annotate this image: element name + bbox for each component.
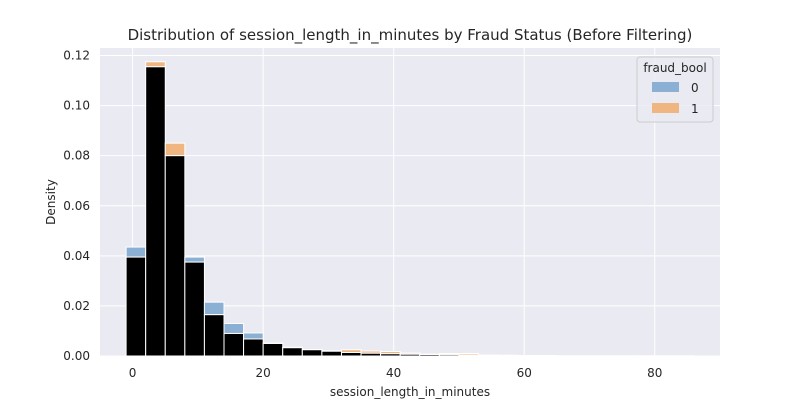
bar-overlap	[204, 315, 224, 356]
x-tick-label: 40	[386, 366, 401, 380]
bar-overlap	[302, 350, 322, 356]
bar-fraud-0	[204, 302, 224, 315]
y-tick-label: 0.10	[63, 99, 90, 113]
bar-overlap	[224, 333, 244, 356]
bar-overlap	[361, 353, 381, 356]
bar-overlap	[479, 355, 499, 356]
x-tick-label: 0	[129, 366, 137, 380]
legend: fraud_bool 0 1	[637, 57, 713, 122]
bar-fraud-0	[185, 257, 205, 262]
bar-overlap	[283, 348, 303, 356]
y-tick-label: 0.06	[63, 199, 90, 213]
bar-overlap	[165, 156, 185, 356]
bar-overlap	[263, 343, 283, 356]
y-axis-label: Density	[44, 179, 58, 225]
x-axis-ticks: 0 20 40 60 80	[129, 366, 663, 380]
y-tick-label: 0.02	[63, 299, 90, 313]
bar-overlap	[244, 339, 264, 356]
bar-overlap	[341, 352, 361, 356]
bar-fraud-1	[165, 143, 185, 156]
y-tick-label: 0.00	[63, 349, 90, 363]
bar-overlap	[439, 355, 459, 356]
bar-fraud-1	[146, 62, 166, 67]
y-tick-label: 0.12	[63, 49, 90, 63]
legend-label-1: 1	[691, 102, 699, 116]
bar-overlap	[498, 355, 518, 356]
bar-fraud-0	[224, 323, 244, 333]
bar-overlap	[518, 355, 538, 356]
x-tick-label: 60	[517, 366, 532, 380]
bar-overlap	[381, 354, 401, 356]
legend-label-0: 0	[691, 81, 699, 95]
x-tick-label: 80	[647, 366, 662, 380]
bar-fraud-0	[126, 247, 146, 257]
bar-overlap	[185, 262, 205, 356]
chart-title: Distribution of session_length_in_minute…	[128, 26, 693, 45]
y-tick-label: 0.04	[63, 249, 90, 263]
legend-title: fraud_bool	[643, 61, 706, 75]
x-tick-label: 20	[256, 366, 271, 380]
legend-swatch-0	[652, 82, 679, 92]
y-tick-label: 0.08	[63, 149, 90, 163]
bar-overlap	[146, 67, 166, 356]
bar-overlap	[400, 354, 420, 356]
bar-overlap	[126, 257, 146, 356]
bar-overlap	[322, 351, 342, 356]
x-axis-label: session_length_in_minutes	[330, 385, 490, 399]
bar-overlap	[420, 354, 440, 356]
y-axis-ticks: 0.00 0.02 0.04 0.06 0.08 0.10 0.12	[63, 49, 90, 363]
legend-swatch-1	[652, 103, 679, 113]
bar-overlap	[459, 355, 479, 356]
bar-fraud-0	[244, 333, 264, 339]
